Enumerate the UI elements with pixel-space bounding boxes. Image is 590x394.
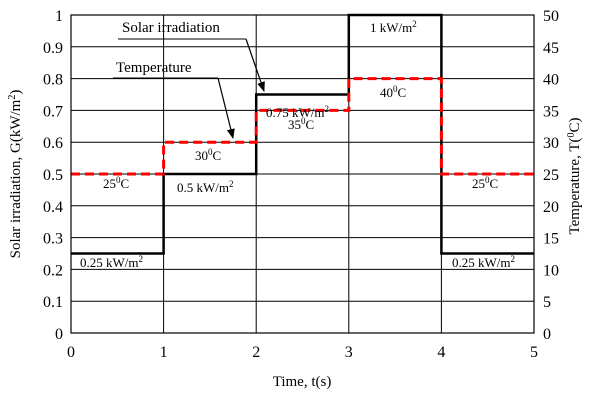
grid-lines bbox=[71, 15, 534, 333]
annotation-t3: 350C bbox=[288, 116, 314, 132]
y-left-tick-label: 0.3 bbox=[43, 231, 63, 248]
y-left-tick-label: 0.7 bbox=[43, 103, 63, 120]
x-tick-label: 5 bbox=[530, 344, 538, 361]
y-right-tick-label: 45 bbox=[543, 40, 559, 57]
y-left-tick-label: 0 bbox=[55, 326, 63, 343]
y-left-tick-label: 0.2 bbox=[43, 262, 63, 279]
y-axis-left-label: Solar irradiation, G(kW/m2) bbox=[7, 90, 25, 259]
y-right-tick-label: 15 bbox=[543, 231, 559, 248]
annotation-g1: 0.25 kW/m2 bbox=[80, 254, 143, 270]
y-right-tick-label: 25 bbox=[543, 167, 559, 184]
x-tick-label: 4 bbox=[437, 344, 445, 361]
y-right-tick-label: 35 bbox=[543, 103, 559, 120]
annotation-g4: 1 kW/m2 bbox=[370, 19, 417, 35]
x-tick-label: 3 bbox=[345, 344, 353, 361]
y-left-tick-label: 0.1 bbox=[43, 294, 63, 311]
x-tick-label: 1 bbox=[160, 344, 168, 361]
series-line-temperature bbox=[71, 77, 534, 176]
annotation-t5: 250C bbox=[472, 175, 498, 191]
y-left-tick-label: 1 bbox=[55, 8, 63, 25]
annotation-g3: 0.75 kW/m2 bbox=[266, 104, 329, 120]
annotation-g2: 0.5 kW/m2 bbox=[177, 179, 234, 195]
plot-frame bbox=[70, 14, 535, 334]
annotation-t1: 250C bbox=[103, 175, 129, 191]
y-right-tick-label: 50 bbox=[543, 8, 559, 25]
x-tick-label: 2 bbox=[252, 344, 260, 361]
y-left-tick-label: 0.6 bbox=[43, 135, 63, 152]
x-axis-label: Time, t(s) bbox=[273, 374, 332, 390]
y-right-tick-label: 0 bbox=[543, 326, 551, 343]
annotation-t4: 400C bbox=[380, 84, 406, 100]
tick-labels: 0 1 2 3 4 500.10.20.30.40.50.60.70.80.9105101… bbox=[43, 8, 559, 361]
y-right-tick-label: 30 bbox=[543, 135, 559, 152]
y-left-tick-label: 0.9 bbox=[43, 40, 63, 57]
y-right-tick-label: 40 bbox=[543, 72, 559, 89]
annotation-g5: 0.25 kW/m2 bbox=[452, 254, 515, 270]
y-left-tick-label: 0.4 bbox=[43, 199, 63, 216]
x-tick-label: 0 bbox=[67, 344, 75, 361]
y-right-tick-label: 20 bbox=[543, 199, 559, 216]
annotation-t2: 300C bbox=[195, 147, 221, 163]
y-axis-right-label: Temperature, T(0C) bbox=[566, 118, 584, 235]
y-left-tick-label: 0.8 bbox=[43, 72, 63, 89]
y-right-tick-label: 10 bbox=[543, 262, 559, 279]
callout-temperature-label: Temperature bbox=[116, 60, 192, 76]
y-right-tick-label: 5 bbox=[543, 294, 551, 311]
series-line-solar-irradiation bbox=[71, 13, 534, 255]
callout-solar-label: Solar irradiation bbox=[122, 20, 220, 36]
callout-temperature-arrow bbox=[217, 77, 235, 139]
series-layer bbox=[71, 13, 534, 255]
callout-solar-arrow bbox=[245, 38, 265, 92]
y-left-tick-label: 0.5 bbox=[43, 167, 63, 184]
